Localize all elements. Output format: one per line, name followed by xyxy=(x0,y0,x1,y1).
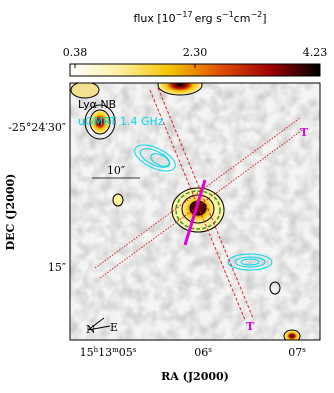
colorbar-tick-label: 2.30 xyxy=(183,46,208,59)
label-part: ] xyxy=(262,12,266,25)
tick-part: 13 xyxy=(98,346,112,359)
x-tick-label: 06s xyxy=(194,346,212,359)
label-part: −2 xyxy=(250,10,262,19)
tick-part: s xyxy=(133,346,137,354)
tick-part: s xyxy=(302,346,306,354)
label-part: cm xyxy=(234,12,251,25)
tick-part: s xyxy=(208,346,212,354)
colorbar-label: flux [10−17 erg s−1cm−2] xyxy=(133,10,266,25)
marker: T xyxy=(246,320,255,333)
tick-part: 05 xyxy=(119,346,133,359)
legend-entry: Lyα NB xyxy=(78,98,116,111)
label-part: −1 xyxy=(222,10,234,19)
label-part: flux [10 xyxy=(133,12,175,25)
compass-label: E xyxy=(110,321,118,334)
image-features xyxy=(70,83,306,340)
colorbar-tick-label: 0.38 xyxy=(63,46,88,59)
scale-bar-label: 10″ xyxy=(107,164,125,177)
tick-part: 07 xyxy=(288,346,302,359)
tick-part: h xyxy=(94,346,99,354)
y-axis-label: DEC (J2000) xyxy=(4,174,17,251)
tick-part: 06 xyxy=(194,346,208,359)
compass-label: N xyxy=(86,323,96,336)
marker: T xyxy=(300,126,309,139)
x-axis-label: RA (J2000) xyxy=(161,370,229,383)
panel-frame xyxy=(69,82,321,341)
legend-entry: uGMRT 1.4 GHz xyxy=(78,115,164,128)
x-tick-label: 07s xyxy=(288,346,306,359)
x-tick-label: 15h13m05s xyxy=(80,346,137,359)
y-tick-label: -25°24′30″ xyxy=(8,121,66,134)
colorbar-tick-label: 4.23 xyxy=(303,46,328,59)
y-tick-label: 15″ xyxy=(48,261,66,274)
tick-part: 15 xyxy=(80,346,94,359)
tick-part: m xyxy=(112,346,119,354)
label-part: erg s xyxy=(195,12,223,25)
label-part: −17 xyxy=(176,10,193,19)
